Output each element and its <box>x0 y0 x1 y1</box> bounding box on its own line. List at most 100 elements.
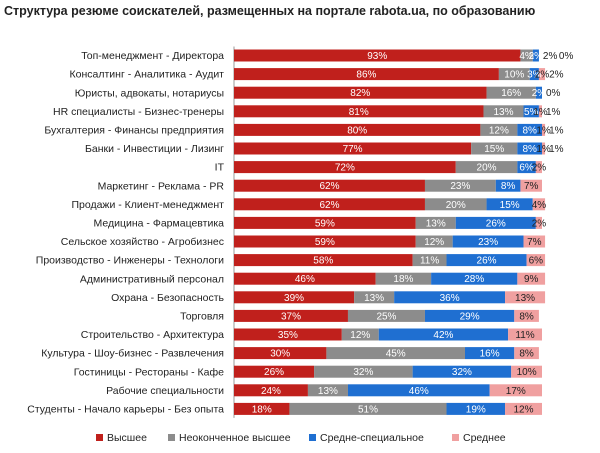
data-label: 26% <box>477 256 497 267</box>
bar-segment <box>314 365 413 378</box>
bar-segment <box>517 272 546 285</box>
data-label: 9% <box>524 274 539 285</box>
data-label: 93% <box>367 51 387 62</box>
legend-label: Высшее <box>107 432 147 444</box>
bar-segment <box>520 49 533 62</box>
data-label: 35% <box>278 330 298 341</box>
category-label: Продажи - Клиент-менеджмент <box>71 199 224 211</box>
bar-segment <box>517 161 536 174</box>
data-label: 42% <box>433 330 453 341</box>
bar-segment <box>538 68 546 81</box>
data-label: 13% <box>318 386 338 397</box>
data-label: 46% <box>409 386 429 397</box>
data-label: 1% <box>536 144 551 155</box>
data-label: 4% <box>532 200 547 211</box>
data-label: 58% <box>313 256 333 267</box>
bar-segment <box>424 179 496 192</box>
category-label: Студенты - Начало карьеры - Без опыта <box>27 404 224 416</box>
bar-segment <box>505 402 542 415</box>
legend-item: Неоконченное высшее <box>168 432 291 444</box>
bar-segment <box>424 198 487 211</box>
bar-segment <box>455 216 536 229</box>
bar-segment <box>520 179 542 192</box>
data-label: 3% <box>527 70 542 81</box>
bar-segment <box>375 272 432 285</box>
bar-segment <box>517 123 542 136</box>
data-label: 8% <box>522 144 537 155</box>
category-label: Строительство - Архитектура <box>81 329 224 341</box>
data-label: 10% <box>517 367 537 378</box>
data-label: 26% <box>486 218 506 229</box>
bar-segment <box>412 365 512 378</box>
data-label: 23% <box>478 237 498 248</box>
bar-segment <box>234 291 355 304</box>
bars-group <box>233 46 546 418</box>
data-label: 28% <box>464 274 484 285</box>
bar-segment <box>234 216 416 229</box>
data-label: 7% <box>524 181 539 192</box>
category-label: Маркетинг - Реклама - PR <box>98 180 225 192</box>
bar-segment <box>526 254 546 267</box>
data-label: 6% <box>529 256 544 267</box>
category-label: Охрана - Безопасность <box>111 292 224 304</box>
data-label: 13% <box>493 107 513 118</box>
bar-segment <box>234 49 521 62</box>
data-label: 82% <box>350 88 370 99</box>
data-label: 32% <box>452 367 472 378</box>
bar-segment <box>234 235 416 248</box>
legend-item: Средне-специальное <box>309 432 424 444</box>
bar-segment <box>234 142 472 155</box>
bar-segment <box>542 142 546 155</box>
bar-segment <box>415 216 456 229</box>
data-label: 12% <box>489 125 509 136</box>
data-label: 2% <box>532 88 547 99</box>
bar-segment <box>486 86 536 99</box>
bar-segment <box>234 272 376 285</box>
category-label: Административный персонал <box>80 273 224 285</box>
bar-segment <box>234 384 308 397</box>
bar-segment <box>465 347 515 360</box>
data-label: 18% <box>252 404 272 415</box>
bar-segment <box>234 179 425 192</box>
data-label: 4% <box>519 51 534 62</box>
bar-segment <box>446 254 527 267</box>
data-label: 15% <box>500 200 520 211</box>
bar-segment <box>514 347 539 360</box>
bar-segment <box>424 309 515 322</box>
category-label: Юристы, адвокаты, нотариусы <box>75 87 224 99</box>
category-label: Консалтинг - Аналитика - Аудит <box>70 69 225 81</box>
legend-item: Среднее <box>452 432 506 444</box>
chart-title: Структура резюме соискателей, размещенны… <box>4 4 536 18</box>
data-label: 39% <box>284 293 304 304</box>
data-label: 2% <box>535 70 550 81</box>
data-label: 17% <box>506 386 526 397</box>
data-label: 62% <box>319 181 339 192</box>
bar-segment <box>307 384 348 397</box>
bar-segment <box>471 142 518 155</box>
bar-segment <box>234 347 327 360</box>
data-label: 8% <box>519 349 534 360</box>
data-label: 1% <box>536 125 551 136</box>
legend-swatch <box>452 434 459 441</box>
data-label: 11% <box>515 330 534 341</box>
data-label: 59% <box>315 218 335 229</box>
outside-data-label: 1% <box>549 125 564 136</box>
bar-segment <box>234 105 484 118</box>
data-label: 37% <box>281 311 301 322</box>
category-label: Культура - Шоу-бизнес - Развлечения <box>41 348 224 360</box>
legend-swatch <box>96 434 103 441</box>
bar-segment <box>412 254 447 267</box>
data-label: 51% <box>358 404 378 415</box>
bar-segment <box>234 161 456 174</box>
data-label: 2% <box>532 218 547 229</box>
legend-label: Средне-специальное <box>320 432 424 444</box>
category-label: IT <box>215 162 225 174</box>
category-label: Сельское хозяйство - Агробизнес <box>61 236 224 248</box>
data-label: 45% <box>386 349 406 360</box>
bar-segment <box>234 68 499 81</box>
data-label: 32% <box>353 367 373 378</box>
data-label: 19% <box>466 404 486 415</box>
bar-segment <box>508 328 542 341</box>
bar-segment <box>483 105 524 118</box>
bar-segment <box>326 347 465 360</box>
